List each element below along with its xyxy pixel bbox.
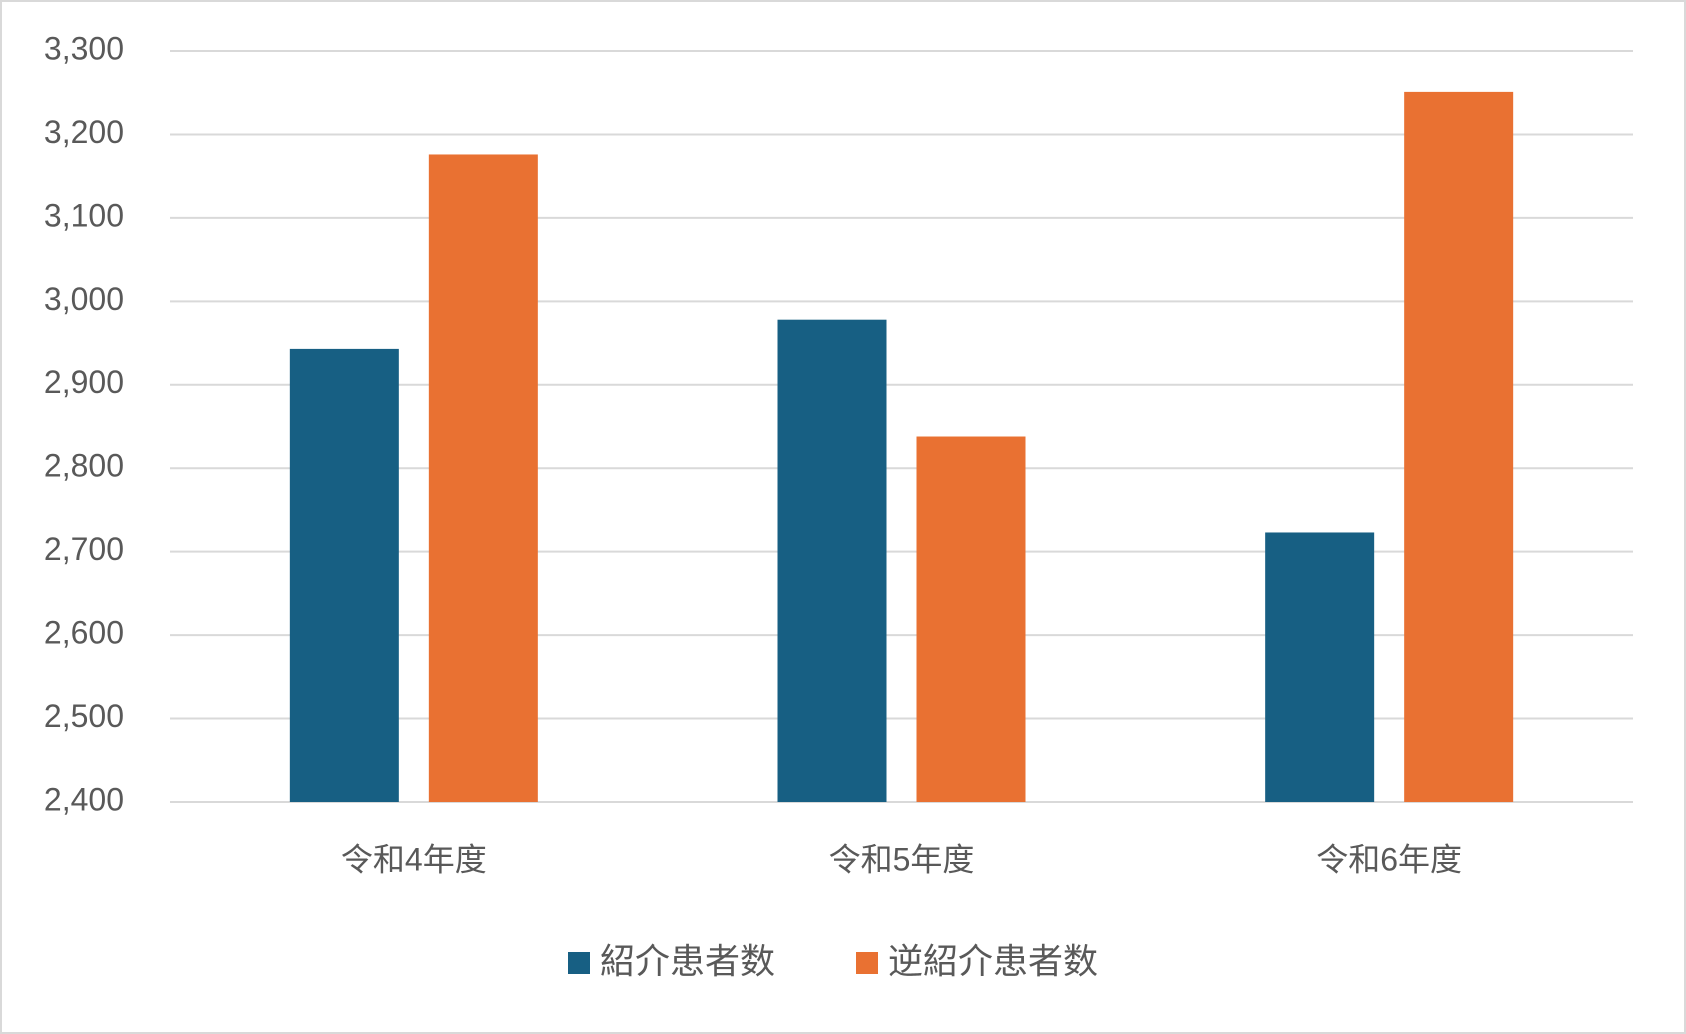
- y-tick-label: 3,100: [44, 197, 124, 233]
- legend-label: 逆紹介患者数: [888, 942, 1098, 981]
- y-tick-label: 3,000: [44, 281, 124, 317]
- y-tick-label: 2,900: [44, 364, 124, 400]
- x-tick-label: 令和4年度: [341, 841, 487, 877]
- bar: [777, 319, 887, 802]
- bar: [1265, 532, 1375, 802]
- y-tick-label: 2,800: [44, 448, 124, 484]
- bar: [428, 154, 538, 802]
- legend-swatch: [856, 952, 878, 974]
- x-tick-label: 令和5年度: [829, 841, 975, 877]
- bar: [289, 348, 399, 802]
- y-tick-label: 2,500: [44, 698, 124, 734]
- legend-label: 紹介患者数: [600, 942, 775, 981]
- y-tick-label: 2,700: [44, 531, 124, 567]
- y-tick-label: 3,200: [44, 114, 124, 150]
- bar: [1404, 91, 1514, 803]
- x-tick-label: 令和6年度: [1316, 841, 1462, 877]
- y-tick-label: 3,300: [44, 30, 124, 66]
- bar: [916, 436, 1026, 802]
- legend-swatch: [568, 952, 590, 974]
- y-tick-label: 2,600: [44, 615, 124, 651]
- y-tick-label: 2,400: [44, 781, 124, 817]
